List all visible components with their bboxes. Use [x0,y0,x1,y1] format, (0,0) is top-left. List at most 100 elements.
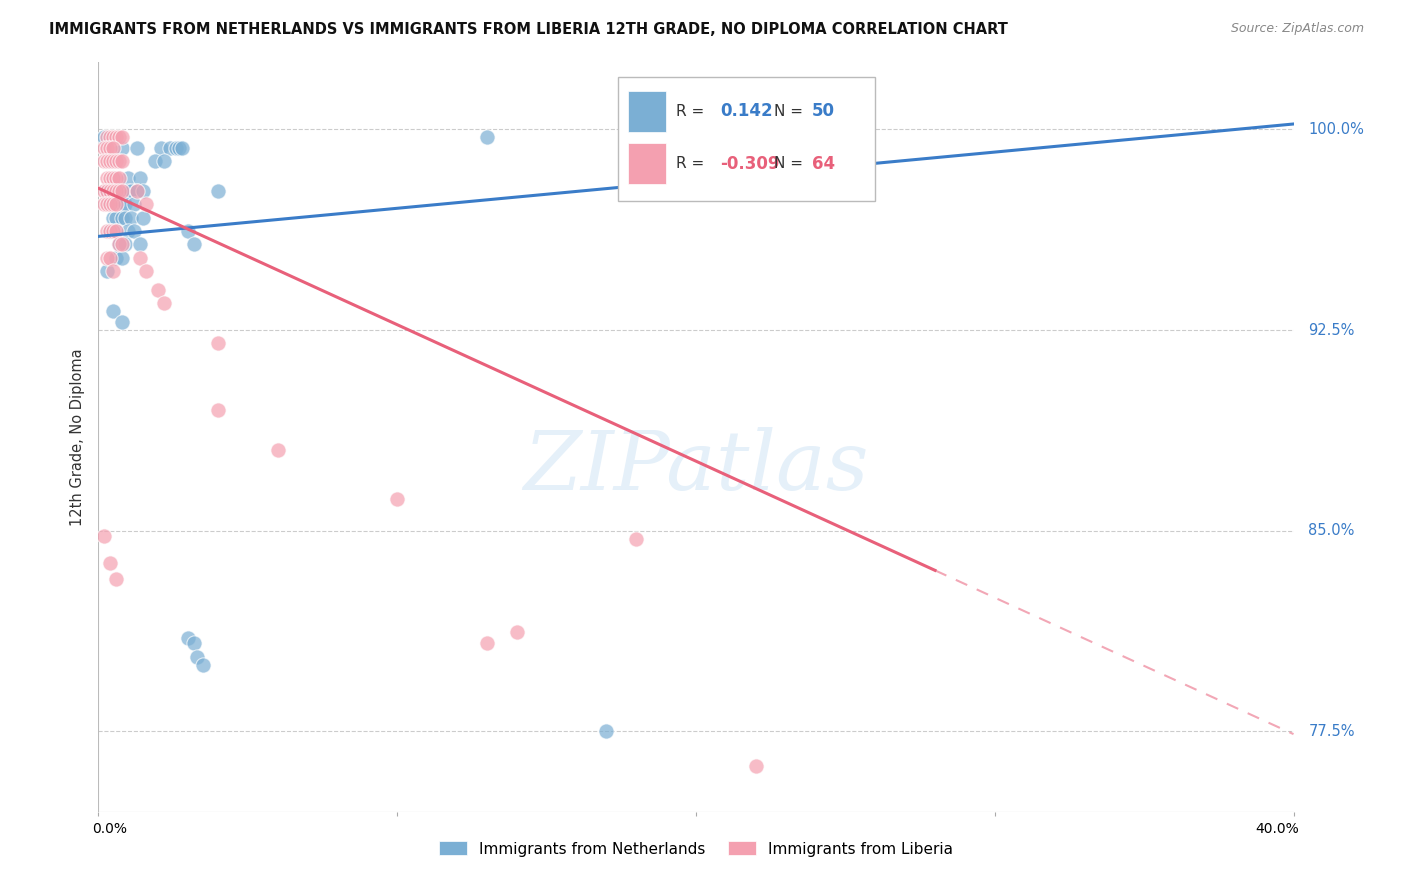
Point [96,197,118,211]
Text: N =: N = [773,156,803,171]
Point [114,237,136,252]
Point [103,141,125,155]
Point [96,264,118,278]
Point [98,197,122,211]
Point [124,197,146,211]
Text: 85.0%: 85.0% [1309,524,1355,538]
Text: 0.142: 0.142 [720,103,772,120]
Point [183,636,205,650]
Point [143,154,166,169]
Point [129,170,152,185]
Point [111,251,134,265]
Point [506,625,529,640]
Point [114,197,136,211]
Point [98,556,122,570]
Point [96,154,118,169]
Point [111,237,134,252]
Point [103,184,125,198]
Point [108,130,131,145]
Point [148,283,170,297]
Point [96,184,118,198]
Point [105,184,128,198]
Point [127,141,149,155]
Text: 64: 64 [811,154,835,172]
Point [177,224,200,238]
Point [120,184,142,198]
Point [183,237,205,252]
Point [108,237,131,252]
Point [108,154,131,169]
Point [105,572,128,586]
Point [93,154,115,169]
Point [105,197,128,211]
Point [135,197,157,211]
Legend: Immigrants from Netherlands, Immigrants from Liberia: Immigrants from Netherlands, Immigrants … [439,841,953,856]
Point [96,251,118,265]
Point [96,224,118,238]
Point [120,211,142,225]
Point [105,224,128,238]
Point [111,197,134,211]
Text: 77.5%: 77.5% [1309,724,1355,739]
Point [127,184,149,198]
Point [98,224,122,238]
Point [103,130,125,145]
FancyBboxPatch shape [619,78,876,201]
Point [117,170,139,185]
Point [135,264,157,278]
Point [96,184,118,198]
Point [111,211,134,225]
Point [96,170,118,185]
Point [191,657,214,672]
Point [475,636,498,650]
Point [165,141,187,155]
Text: R =: R = [676,156,704,171]
Point [105,251,128,265]
Y-axis label: 12th Grade, No Diploma: 12th Grade, No Diploma [70,348,86,526]
Point [105,211,128,225]
Text: 50: 50 [811,103,835,120]
FancyBboxPatch shape [628,90,666,132]
Point [626,532,648,546]
Point [127,184,149,198]
Point [103,197,125,211]
Point [98,130,122,145]
Text: -0.309: -0.309 [720,154,779,172]
Point [111,141,134,155]
Point [98,170,122,185]
Point [132,184,155,198]
Point [536,845,558,859]
Point [98,141,122,155]
Point [108,184,131,198]
Point [153,154,176,169]
Text: 0.0%: 0.0% [93,822,128,837]
Text: IMMIGRANTS FROM NETHERLANDS VS IMMIGRANTS FROM LIBERIA 12TH GRADE, NO DIPLOMA CO: IMMIGRANTS FROM NETHERLANDS VS IMMIGRANT… [49,22,1008,37]
Point [93,141,115,155]
Point [103,211,125,225]
Point [117,184,139,198]
FancyBboxPatch shape [628,143,666,185]
Point [159,141,181,155]
Point [129,251,152,265]
Point [98,197,122,211]
Point [93,184,115,198]
Point [207,336,229,351]
Point [595,724,617,739]
Text: 92.5%: 92.5% [1309,323,1355,337]
Text: ZIPatlas: ZIPatlas [523,427,869,507]
Point [475,130,498,145]
Text: 40.0%: 40.0% [1256,822,1299,837]
Point [103,264,125,278]
Point [111,315,134,329]
Point [98,224,122,238]
Point [98,184,122,198]
Point [167,141,190,155]
Point [124,224,146,238]
Text: R =: R = [676,103,704,119]
Point [117,224,139,238]
Point [103,154,125,169]
Point [111,184,134,198]
Point [108,184,131,198]
Point [103,224,125,238]
Point [96,141,118,155]
